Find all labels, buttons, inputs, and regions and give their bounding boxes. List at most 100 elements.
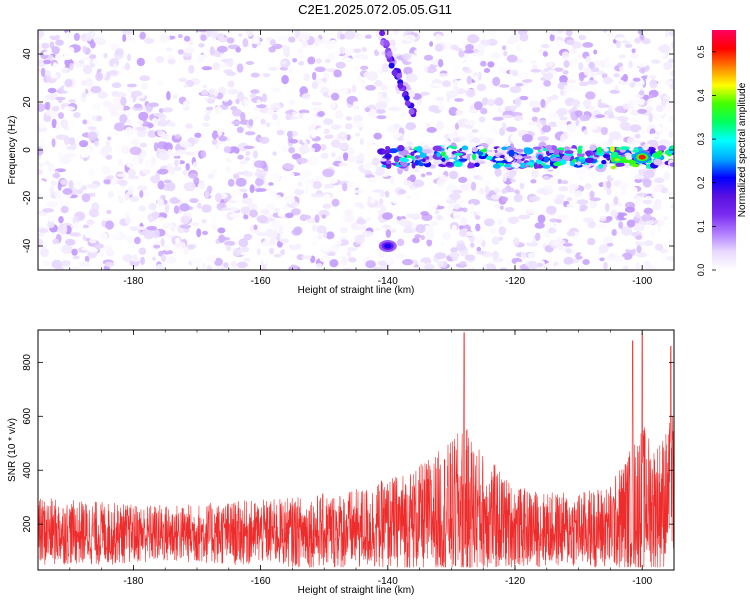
heatmap-cell <box>271 220 282 230</box>
heatmap-cell <box>415 112 421 122</box>
heatmap-cell <box>452 203 461 210</box>
heatmap-cell <box>560 89 565 96</box>
heatmap-cell <box>346 134 351 141</box>
heatmap-cell <box>155 263 164 270</box>
heatmap-cell <box>566 123 577 132</box>
heatmap-cell <box>642 186 647 194</box>
heatmap-cell <box>456 198 465 204</box>
heatmap-cell <box>546 95 553 103</box>
heatmap-cell <box>150 156 157 166</box>
heatmap-cell <box>633 105 642 111</box>
heatmap-cell <box>46 200 58 208</box>
heatmap-cell <box>159 33 171 43</box>
heatmap-cell <box>558 186 569 192</box>
heatmap-cell <box>144 37 155 45</box>
heatmap-cell <box>603 154 610 159</box>
heatmap-cell <box>269 237 276 246</box>
heatmap-cell <box>352 101 359 107</box>
heatmap-cell <box>160 254 167 263</box>
heatmap-cell <box>87 248 99 253</box>
heatmap-cell <box>253 224 258 231</box>
heatmap-cell <box>421 173 426 178</box>
heatmap-cell <box>639 68 646 74</box>
heatmap-cell <box>182 59 194 64</box>
heatmap-cell <box>65 31 71 39</box>
heatmap-cell <box>72 255 80 260</box>
x-tick-label: -120 <box>505 576 525 587</box>
heatmap-cell <box>177 49 184 55</box>
heatmap-cell <box>566 230 576 237</box>
heatmap-cell <box>82 92 87 98</box>
heatmap-cell <box>61 244 73 254</box>
heatmap-cell <box>206 254 217 263</box>
heatmap-cell <box>108 131 118 136</box>
heatmap-cell <box>202 230 208 236</box>
heatmap-cell <box>214 89 219 97</box>
heatmap-cell <box>78 59 85 64</box>
heatmap-cell <box>483 68 491 73</box>
heatmap-cell <box>258 174 265 180</box>
heatmap-cell <box>651 193 662 198</box>
heatmap-cell <box>164 204 170 214</box>
heatmap-cell <box>471 146 479 153</box>
heatmap-cell <box>282 45 291 54</box>
heatmap-cell <box>361 230 374 238</box>
heatmap-cell <box>85 32 93 42</box>
heatmap-cell <box>38 193 43 198</box>
heatmap-cell <box>548 112 559 119</box>
heatmap-cell <box>135 126 147 131</box>
heatmap-cell <box>315 176 324 182</box>
heatmap-cell <box>663 216 668 221</box>
heatmap-cell <box>587 168 597 178</box>
spectrogram-x-label: Height of straight line (km) <box>298 285 415 296</box>
heatmap-cell <box>494 97 504 107</box>
heatmap-cell <box>553 148 560 156</box>
heatmap-cell <box>307 56 316 65</box>
heatmap-cell <box>544 262 554 270</box>
heatmap-cell <box>600 127 609 136</box>
heatmap-cell <box>70 71 78 77</box>
heatmap-cell <box>62 224 68 234</box>
heatmap-cell <box>629 124 642 133</box>
heatmap-cell <box>603 114 609 119</box>
heatmap-cell <box>469 203 475 210</box>
heatmap-cell <box>263 62 270 68</box>
heatmap-cell <box>376 115 387 120</box>
heatmap-cell <box>507 216 519 224</box>
heatmap-cell <box>490 52 502 60</box>
heatmap-cell <box>292 58 298 63</box>
heatmap-cell <box>639 164 647 170</box>
heatmap-cell <box>115 48 124 56</box>
heatmap-cell <box>317 233 323 241</box>
heatmap-cell <box>638 154 646 160</box>
heatmap-cell <box>566 79 577 84</box>
heatmap-cell <box>510 178 516 183</box>
heatmap-cell <box>543 72 554 81</box>
heatmap-cell <box>405 122 417 131</box>
heatmap-cell <box>428 154 434 161</box>
heatmap-cell <box>166 47 173 52</box>
heatmap-cell <box>265 228 275 238</box>
heatmap-cell <box>405 213 417 218</box>
heatmap-cell <box>298 32 310 42</box>
heatmap-cell <box>164 244 170 252</box>
heatmap-cell <box>466 132 474 141</box>
heatmap-cell <box>632 149 640 153</box>
heatmap-cell <box>515 82 524 87</box>
heatmap-cell <box>73 222 80 230</box>
heatmap-cell <box>527 252 536 259</box>
heatmap-cell <box>363 71 373 79</box>
heatmap-cell <box>99 252 105 258</box>
heatmap-cell <box>583 164 591 168</box>
heatmap-cell <box>241 197 253 205</box>
heatmap-cell <box>602 180 608 190</box>
heatmap-cell <box>467 34 479 44</box>
heatmap-cell <box>96 115 103 122</box>
heatmap-cell <box>563 84 576 91</box>
heatmap-cell <box>138 247 147 255</box>
heatmap-cell <box>286 130 293 138</box>
heatmap-cell <box>325 231 335 240</box>
heatmap-cell <box>298 144 310 155</box>
heatmap-cell <box>482 131 494 138</box>
heatmap-cell <box>176 193 183 200</box>
